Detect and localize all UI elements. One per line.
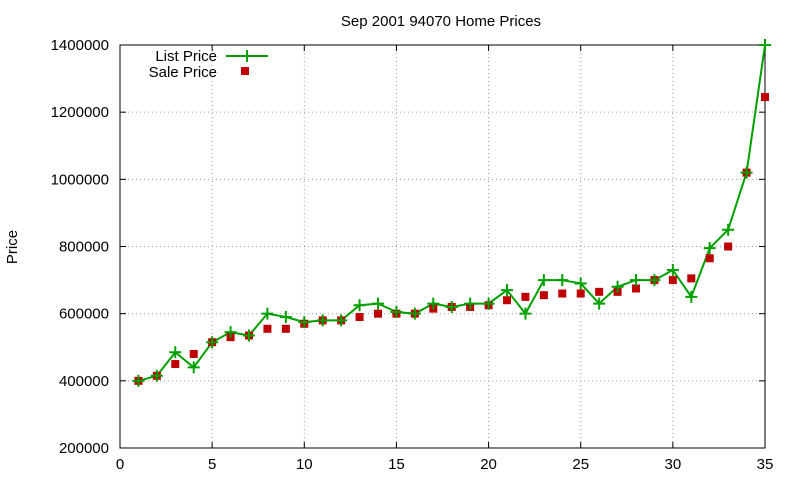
list-price-point bbox=[630, 274, 642, 287]
sale-price-point bbox=[576, 289, 585, 298]
list-price-point bbox=[150, 369, 163, 382]
sale-price-point bbox=[281, 324, 290, 333]
y-tick-label: 1400000 bbox=[51, 37, 109, 54]
y-axis-label: Price bbox=[4, 230, 21, 264]
y-tick-label: 400000 bbox=[59, 373, 109, 390]
sale-price-point bbox=[189, 349, 198, 358]
y-tick-label: 600000 bbox=[59, 306, 109, 323]
list-price-point bbox=[445, 300, 458, 313]
list-price-point bbox=[372, 297, 384, 310]
sale-price-point bbox=[171, 360, 180, 369]
sale-price-point bbox=[705, 254, 714, 263]
sale-price-point bbox=[521, 292, 530, 301]
list-price-point bbox=[390, 305, 403, 318]
legend-label-sale-price: Sale Price bbox=[149, 64, 217, 81]
chart-title: Sep 2001 94070 Home Prices bbox=[341, 13, 541, 30]
x-tick-label: 35 bbox=[757, 456, 774, 473]
list-price-point bbox=[464, 297, 477, 310]
y-tick-label: 1200000 bbox=[51, 104, 109, 121]
legend-marker-sale-price bbox=[241, 67, 249, 75]
sale-price-point bbox=[539, 291, 548, 300]
sale-price-point bbox=[558, 289, 567, 298]
grid-lines bbox=[120, 45, 765, 448]
list-price-point bbox=[243, 329, 255, 342]
list-price-point bbox=[206, 336, 219, 349]
list-price-point bbox=[408, 307, 421, 320]
list-price-point bbox=[722, 223, 735, 236]
list-price-point bbox=[335, 314, 348, 327]
x-tick-label: 10 bbox=[296, 456, 313, 473]
list-price-point bbox=[501, 284, 513, 297]
x-tick-label: 25 bbox=[572, 456, 589, 473]
sale-price-point bbox=[724, 242, 733, 251]
list-price-point bbox=[427, 297, 440, 310]
list-price-point bbox=[353, 299, 366, 312]
list-price-point bbox=[298, 316, 311, 329]
legend: List Price Sale Price bbox=[149, 48, 268, 81]
list-price-point bbox=[574, 277, 587, 290]
list-price-point bbox=[316, 314, 329, 327]
list-price-point bbox=[519, 307, 532, 320]
sale-price-point bbox=[632, 284, 640, 293]
sale-price-point bbox=[263, 324, 272, 333]
sale-price-point bbox=[503, 296, 511, 305]
list-price-point bbox=[187, 361, 200, 374]
list-price-point bbox=[740, 166, 753, 179]
list-price-point bbox=[169, 346, 182, 359]
x-tick-label: 30 bbox=[665, 456, 682, 473]
list-price-point bbox=[279, 311, 292, 324]
y-tick-label: 800000 bbox=[59, 239, 109, 256]
sale-price-point bbox=[595, 287, 604, 296]
sale-price-point bbox=[668, 276, 677, 285]
list-price-point bbox=[261, 307, 274, 320]
list-price-point bbox=[611, 280, 624, 293]
list-price-point bbox=[648, 274, 661, 287]
list-price-point bbox=[685, 290, 698, 303]
sale-price-point bbox=[761, 93, 769, 102]
list-price-point bbox=[666, 264, 679, 277]
y-tick-label: 1000000 bbox=[51, 171, 109, 188]
list-price-point bbox=[593, 297, 606, 310]
list-price-point bbox=[759, 39, 771, 51]
sale-price-point bbox=[374, 309, 382, 318]
x-tick-label: 15 bbox=[388, 456, 405, 473]
x-tick-label: 0 bbox=[116, 456, 124, 473]
y-tick-label: 200000 bbox=[59, 440, 109, 457]
axis-ticks: 0 5 10 15 20 25 30 35 200000 400000 600000 800000 10… bbox=[51, 37, 774, 473]
data-marks bbox=[132, 39, 771, 387]
list-price-point bbox=[132, 374, 145, 387]
list-price-line bbox=[138, 44, 766, 382]
list-price-point bbox=[556, 274, 569, 287]
list-price-point bbox=[482, 297, 495, 310]
list-price-point bbox=[224, 326, 237, 339]
legend-marker-list-price bbox=[241, 50, 253, 62]
list-price-point bbox=[703, 242, 716, 255]
list-price-point bbox=[537, 274, 550, 287]
legend-label-list-price: List Price bbox=[155, 48, 217, 65]
sale-price-point bbox=[687, 274, 696, 283]
x-tick-label: 20 bbox=[480, 456, 497, 473]
x-tick-label: 5 bbox=[208, 456, 216, 473]
sale-price-point bbox=[355, 313, 364, 322]
